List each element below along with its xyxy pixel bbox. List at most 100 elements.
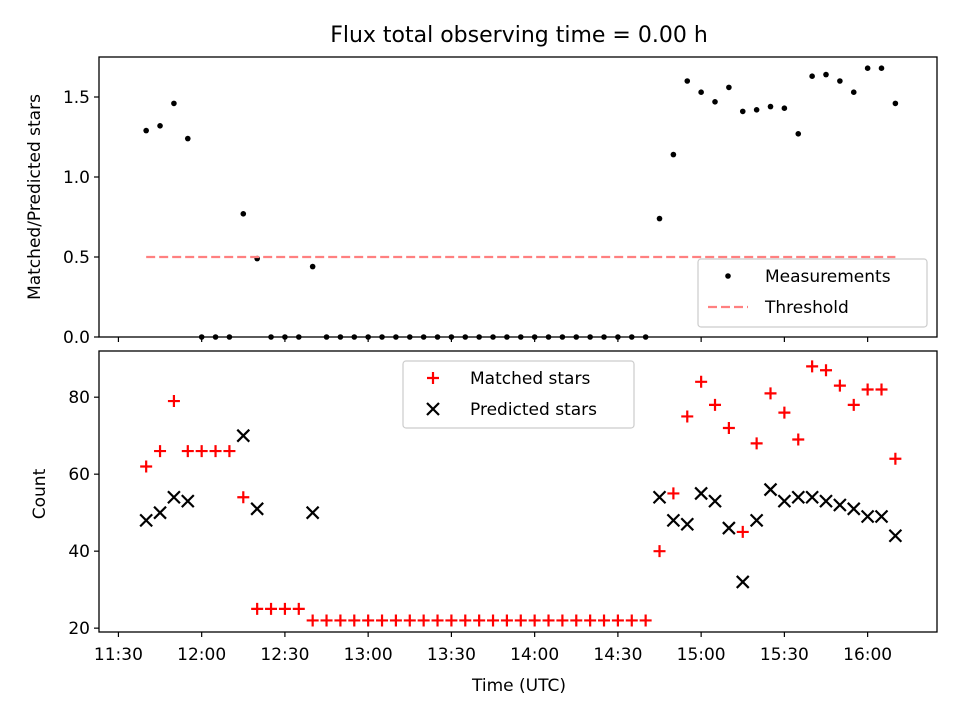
predicted-star-point xyxy=(680,517,695,531)
matched-star-point xyxy=(847,398,860,411)
matched-star-point xyxy=(376,614,389,627)
measurement-point xyxy=(490,334,496,340)
measurement-point xyxy=(157,123,163,129)
measurement-point xyxy=(642,334,649,340)
measurement-point xyxy=(559,334,566,340)
y-tick-label: 0.0 xyxy=(63,328,90,348)
predicted-star-point xyxy=(167,490,181,505)
x-tick-label: 13:00 xyxy=(344,645,393,665)
measurement-point xyxy=(837,78,843,84)
matched-star-point xyxy=(320,614,333,627)
measurement-point xyxy=(684,78,691,84)
matched-star-point xyxy=(487,614,500,627)
predicted-star-point xyxy=(860,509,875,524)
measurement-point xyxy=(878,65,885,71)
predicted-star-point xyxy=(652,490,667,505)
measurement-point xyxy=(892,100,899,107)
matched-star-point xyxy=(584,614,597,627)
matched-star-point xyxy=(820,364,833,377)
predicted-star-point xyxy=(888,528,903,543)
matched-star-point xyxy=(251,602,264,615)
measurement-point xyxy=(434,334,441,340)
predicted-star-point xyxy=(153,505,167,520)
matched-star-point xyxy=(667,487,680,500)
matched-star-point xyxy=(223,445,236,458)
matched-star-point xyxy=(625,614,638,627)
legend-marker xyxy=(427,372,439,384)
measurement-point xyxy=(212,334,219,340)
matched-star-point xyxy=(611,614,624,627)
x-tick-label: 14:00 xyxy=(510,645,559,665)
measurement-point xyxy=(864,65,871,71)
predicted-star-point xyxy=(305,505,320,520)
measurement-point xyxy=(850,89,857,95)
matched-star-point xyxy=(750,437,763,450)
x-tick-label: 13:30 xyxy=(427,645,476,665)
measurement-point xyxy=(323,334,330,340)
measurement-point xyxy=(420,334,427,340)
measurement-point xyxy=(337,334,344,340)
measurement-point xyxy=(698,89,704,95)
matched-star-point xyxy=(278,602,291,615)
matched-star-point xyxy=(556,614,569,627)
measurement-point xyxy=(573,334,580,340)
matched-star-point xyxy=(778,406,791,419)
predicted-star-point xyxy=(735,575,750,589)
measurement-point xyxy=(587,334,593,340)
predicted-star-point xyxy=(181,494,195,508)
matched-star-point xyxy=(806,360,819,373)
x-tick-label: 16:00 xyxy=(843,645,892,665)
x-tick-label: 15:30 xyxy=(760,645,809,665)
measurement-point xyxy=(517,334,524,340)
plot-frame-1 xyxy=(98,350,938,633)
measurement-point xyxy=(531,334,538,340)
x-tick-label: 15:00 xyxy=(677,645,726,665)
matched-star-point xyxy=(639,614,652,627)
legend-box-1 xyxy=(402,360,635,429)
legend-label: Threshold xyxy=(764,298,849,318)
measurement-point xyxy=(295,334,302,340)
measurement-point xyxy=(712,99,718,105)
x-tick-label: 12:00 xyxy=(177,645,226,665)
y-tick-label: 60 xyxy=(68,465,90,485)
measurement-point xyxy=(406,334,413,340)
predicted-star-point xyxy=(236,428,251,443)
predicted-star-point xyxy=(791,490,806,505)
matched-star-point xyxy=(681,410,694,423)
matched-star-point xyxy=(459,614,472,627)
predicted-star-point xyxy=(874,509,889,524)
matched-star-point xyxy=(722,421,735,434)
measurement-point xyxy=(476,334,482,340)
legend-label: Predicted stars xyxy=(470,400,597,420)
matched-star-point xyxy=(542,614,555,627)
top-y-axis-label: Matched/Predicted stars xyxy=(25,94,45,300)
matched-star-point xyxy=(764,387,777,400)
matched-star-point xyxy=(389,614,402,627)
predicted-star-point xyxy=(250,502,264,516)
y-tick-label: 80 xyxy=(68,388,90,408)
measurement-point xyxy=(628,334,635,340)
x-tick-label: 11:30 xyxy=(94,645,143,665)
matched-star-point xyxy=(709,398,722,411)
measurement-point xyxy=(809,73,815,79)
matched-star-point xyxy=(154,445,167,458)
matched-star-point xyxy=(265,602,278,615)
legend-label: Measurements xyxy=(765,267,891,287)
measurement-point xyxy=(504,334,510,340)
matched-star-point xyxy=(695,375,708,388)
measurement-point xyxy=(143,127,149,134)
predicted-star-point xyxy=(722,521,736,535)
measurement-point xyxy=(670,151,677,158)
matched-star-point xyxy=(209,445,222,458)
measurement-point xyxy=(823,71,829,78)
measurement-point xyxy=(282,334,288,340)
matched-star-point xyxy=(889,452,902,465)
matched-star-point xyxy=(237,491,250,504)
legend-marker xyxy=(725,273,731,279)
legend-label: Matched stars xyxy=(470,369,590,389)
matched-star-point xyxy=(570,614,583,627)
matched-star-point xyxy=(348,614,361,627)
predicted-star-point xyxy=(846,502,861,516)
predicted-star-point xyxy=(777,494,792,508)
